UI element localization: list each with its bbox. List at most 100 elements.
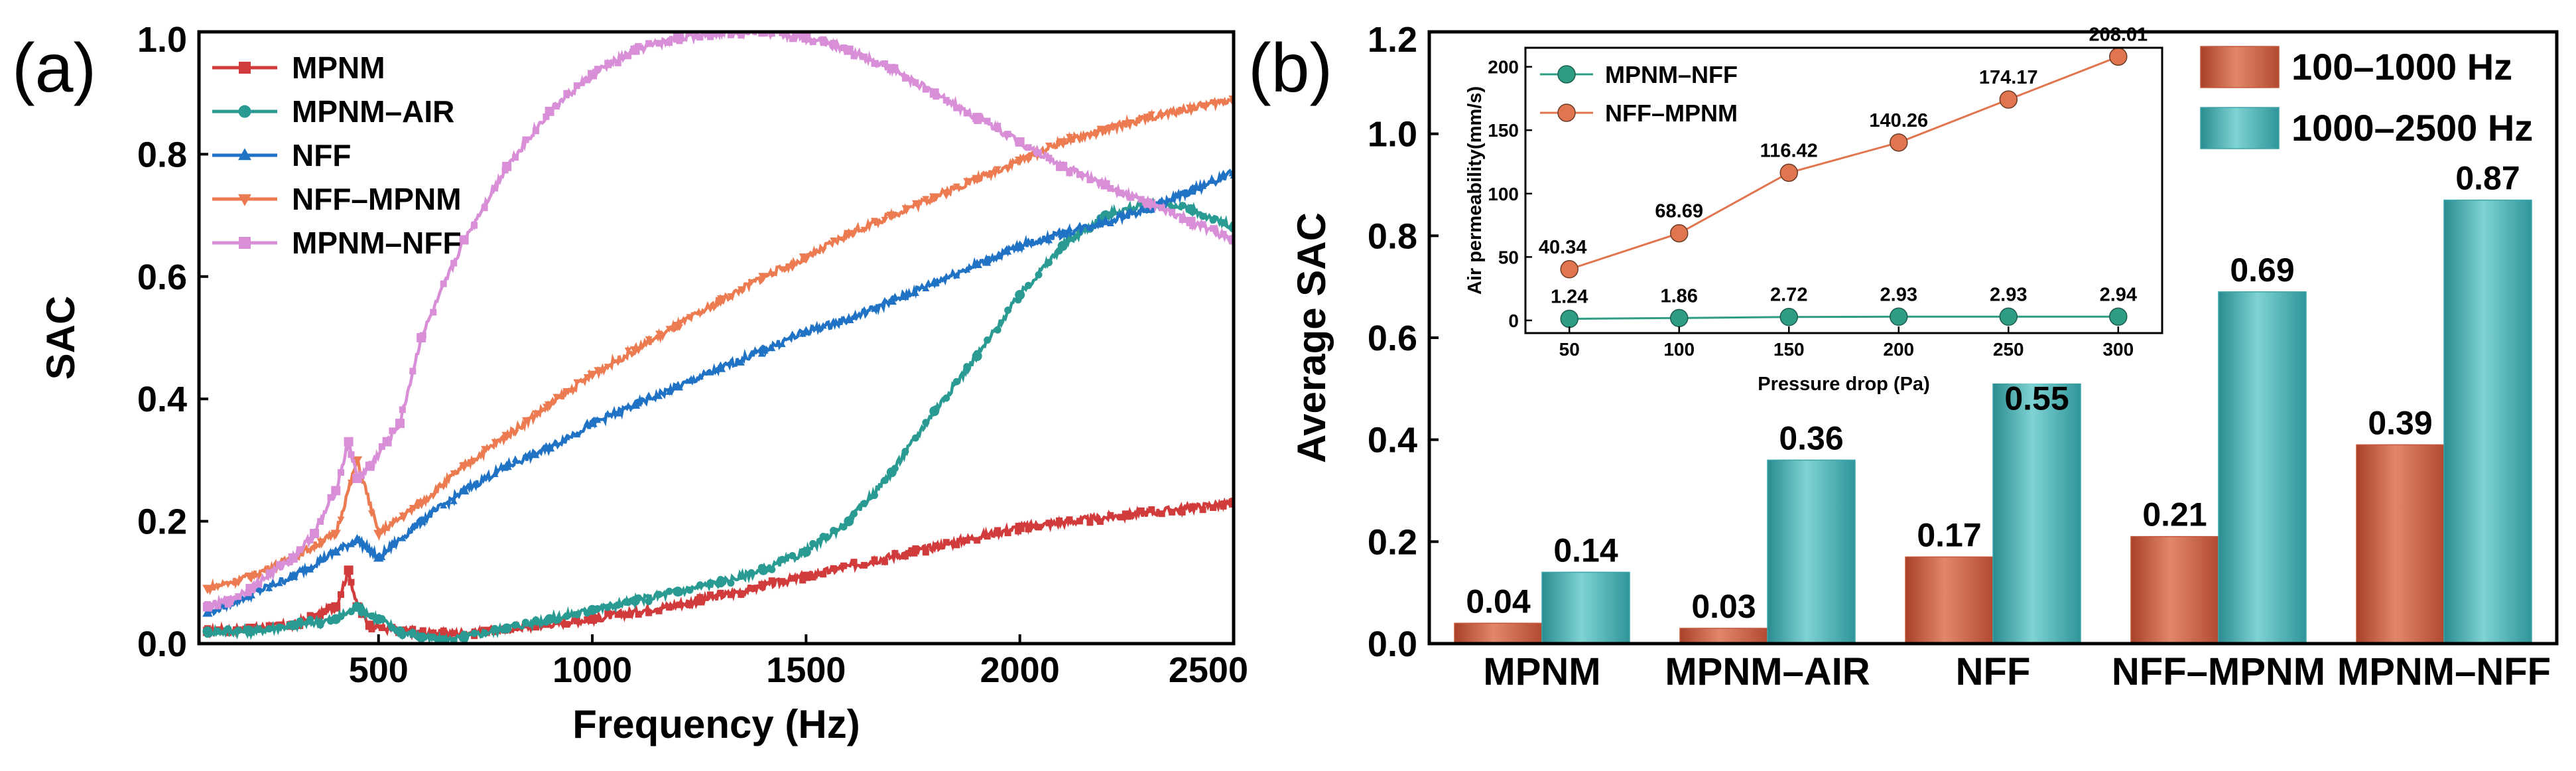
marker-nff-mpnm [450, 470, 458, 477]
marker-mpnm [1169, 508, 1176, 516]
inset-ticks: 50 100 150 200 250 300 0 50 100 150 200 [1488, 57, 2134, 360]
marker-nff-mpnm [614, 359, 622, 366]
y-tick-label: 1.0 [1368, 115, 1417, 155]
marker-mpnm [1158, 510, 1165, 518]
marker-nff-mpnm [1117, 122, 1125, 129]
marker-mpnm [963, 537, 970, 544]
marker-mpnm-air [789, 552, 797, 560]
marker-nff [624, 402, 632, 409]
bar-value-label: 0.14 [1553, 531, 1618, 569]
marker-mpnm [1045, 520, 1053, 527]
marker-nff-mpnm [399, 512, 407, 520]
marker-nff-mpnm [1158, 113, 1166, 121]
marker-nff-mpnm [378, 528, 386, 535]
marker-mpnm-air [327, 617, 335, 625]
inset-value-label: 1.86 [1660, 285, 1697, 307]
marker-nff-mpnm [1137, 115, 1145, 123]
marker-mpnm-nff [286, 559, 293, 566]
marker-nff [860, 306, 868, 313]
marker-mpnm-nff [255, 581, 263, 588]
x-tick-label: 500 [349, 650, 409, 690]
marker-nff-mpnm [789, 265, 797, 272]
inset-value-label: 2.93 [1990, 284, 2027, 305]
marker-mpnm-air [645, 598, 653, 606]
marker-nff [1096, 220, 1104, 228]
marker-mpnm-nff [235, 593, 242, 600]
marker-mpnm-air [973, 350, 981, 358]
marker-nff [1086, 224, 1094, 232]
marker-mpnm [378, 624, 385, 632]
marker-nff [922, 284, 930, 291]
marker-mpnm-nff [378, 443, 385, 451]
marker-nff-mpnm [481, 446, 489, 453]
marker-mpnm-air [470, 629, 478, 637]
marker-nff-mpnm [367, 510, 375, 518]
marker-mpnm-nff [1189, 222, 1196, 230]
marker-nff [737, 358, 745, 366]
inset-line-mpnm-nff [1569, 315, 2118, 320]
marker-nff [635, 399, 643, 407]
panel-a-frame [197, 30, 1236, 646]
marker-nff-mpnm [419, 499, 427, 506]
marker-nff [583, 419, 591, 426]
marker-nff-mpnm [1086, 133, 1094, 141]
marker-mpnm-air [696, 581, 704, 589]
marker-nff [1127, 208, 1135, 215]
marker-mpnm-nff [738, 32, 745, 39]
marker-mpnm-air [204, 630, 212, 638]
panel-a-series-group [202, 32, 1234, 644]
y-tick-label: 0.0 [137, 624, 187, 664]
marker-mpnm-nff [440, 280, 447, 287]
legend-entry-nff-mpnm: NFF–MPNM [212, 182, 462, 216]
inset-series-group: 1.24 1.86 2.72 2.93 2.93 2.94 40.34 68.69 116.42… [1539, 24, 2148, 328]
marker-mpnm-nff [389, 427, 396, 435]
bar-value-label: 0.21 [2142, 496, 2207, 533]
bar-group-mpnm-air: 0.03 0.36 MPNM–AIR [1665, 419, 1870, 693]
marker-mpnm-air [799, 548, 806, 556]
marker-mpnm-nff [942, 97, 950, 104]
marker-nff-mpnm [1209, 99, 1217, 106]
marker-nff-mpnm [624, 347, 632, 354]
bar-value-label: 0.87 [2455, 160, 2520, 197]
marker-nff-mpnm [809, 251, 817, 259]
marker-mpnm [1117, 514, 1124, 521]
bar-mpnm-air-high [1767, 459, 1856, 644]
marker-mpnm-nff [399, 406, 406, 413]
marker-mpnm-air [521, 618, 529, 626]
marker-mpnm-nff [409, 368, 417, 375]
marker-nff-mpnm [511, 430, 519, 437]
inset-value-label: 68.69 [1655, 201, 1703, 222]
marker-mpnm-air [830, 526, 838, 534]
marker-nff-mpnm [963, 178, 971, 185]
inset-value-label: 2.72 [1770, 285, 1807, 306]
marker-mpnm-nff [357, 472, 365, 479]
marker-mpnm-nff [573, 82, 580, 90]
category-label: NFF [1956, 650, 2031, 693]
marker-nff [768, 344, 776, 352]
panel-b-label: (b) [1248, 30, 1332, 107]
marker-mpnm-nff [1066, 169, 1073, 176]
panel-a-legend: MPNM MPNM–AIR NFF NFF–MPNM MPNM–NFF [212, 50, 462, 260]
marker-mpnm-nff [1199, 221, 1206, 228]
marker-mpnm [840, 562, 848, 569]
legend-label: 100–1000 Hz [2291, 46, 2512, 88]
marker-mpnm-air [768, 565, 776, 573]
marker-mpnm-nff [994, 123, 1001, 130]
marker-mpnm-nff [963, 109, 970, 117]
marker-nff-mpnm [542, 403, 550, 411]
marker-nff-mpnm [655, 330, 663, 338]
inset-x-tick-label: 50 [1559, 339, 1580, 360]
marker-mpnm [1035, 524, 1043, 531]
marker-mpnm-nff [625, 52, 632, 60]
marker-nff-mpnm [1014, 159, 1022, 167]
marker-nff-mpnm [1055, 141, 1063, 148]
data-point-nff-mpnm [544, 401, 555, 411]
marker-nff [706, 368, 714, 376]
marker-nff [1014, 244, 1022, 251]
inset-series-mpnm-nff: 1.24 1.86 2.72 2.93 2.93 2.94 [1551, 284, 2137, 328]
inset-point-mpnm-nff [1999, 307, 2018, 326]
marker-mpnm [1189, 503, 1196, 510]
inset-legend: MPNM–NFF NFF–MPNM [1540, 61, 1738, 127]
data-point-nff [758, 344, 769, 354]
